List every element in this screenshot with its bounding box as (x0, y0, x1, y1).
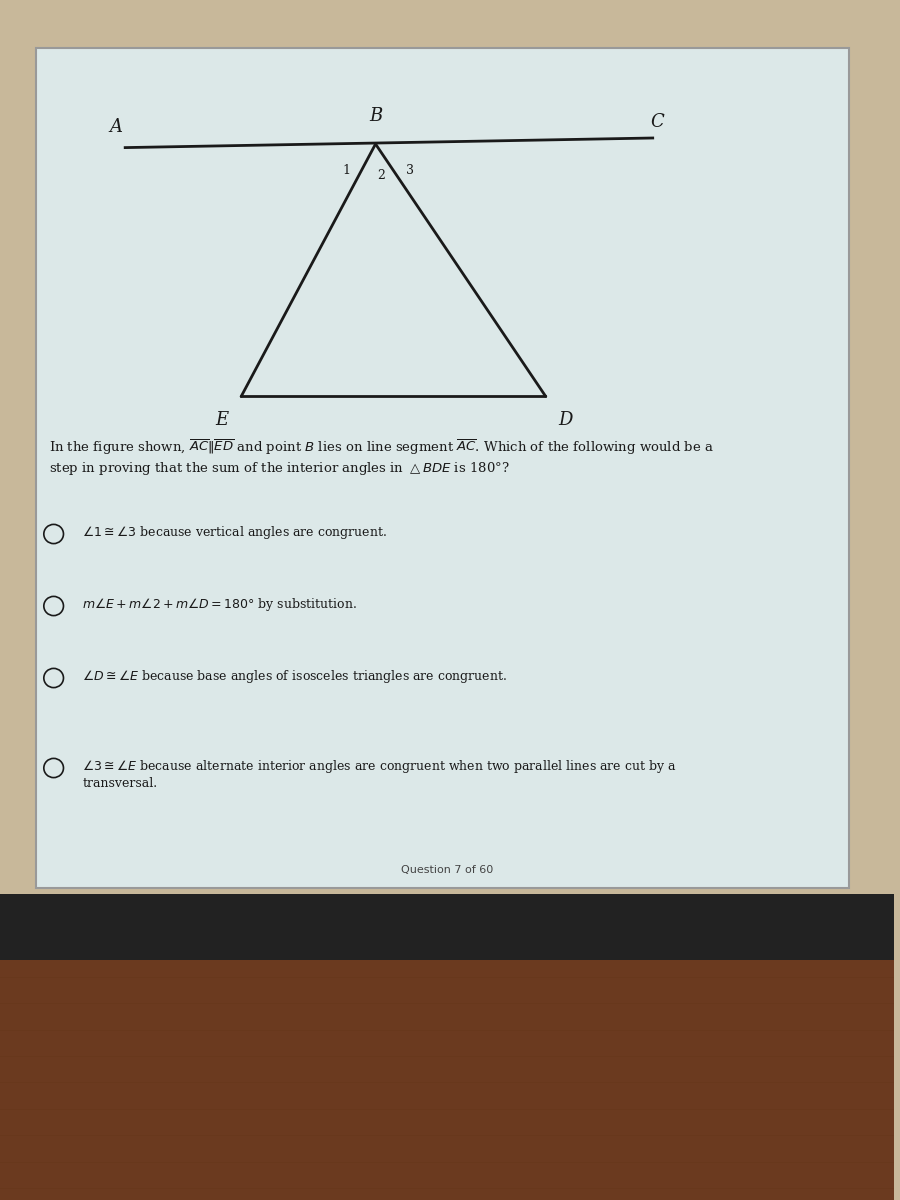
Text: In the figure shown, $\overline{AC} \| \overline{ED}$ and point $B$ lies on line: In the figure shown, $\overline{AC} \| \… (50, 438, 715, 476)
Text: 3: 3 (406, 164, 413, 176)
Text: $\angle 3 \cong \angle E$ because alternate interior angles are congruent when t: $\angle 3 \cong \angle E$ because altern… (82, 758, 677, 791)
Text: $\angle D \cong \angle E$ because base angles of isosceles triangles are congrue: $\angle D \cong \angle E$ because base a… (82, 668, 508, 685)
Text: D: D (558, 410, 572, 428)
Text: 2: 2 (377, 169, 385, 181)
FancyBboxPatch shape (36, 48, 850, 888)
Text: B: B (369, 107, 382, 125)
Text: A: A (110, 119, 122, 136)
Bar (0, 894, 894, 960)
Text: E: E (215, 410, 229, 428)
Text: C: C (651, 113, 664, 131)
Text: $m\angle E + m\angle 2 + m\angle D = 180°$ by substitution.: $m\angle E + m\angle 2 + m\angle D = 180… (82, 596, 357, 613)
Text: Question 7 of 60: Question 7 of 60 (400, 865, 493, 875)
Bar (0, 900, 894, 1200)
Text: 1: 1 (343, 164, 351, 176)
Text: $\angle 1 \cong \angle 3$ because vertical angles are congruent.: $\angle 1 \cong \angle 3$ because vertic… (82, 524, 387, 541)
